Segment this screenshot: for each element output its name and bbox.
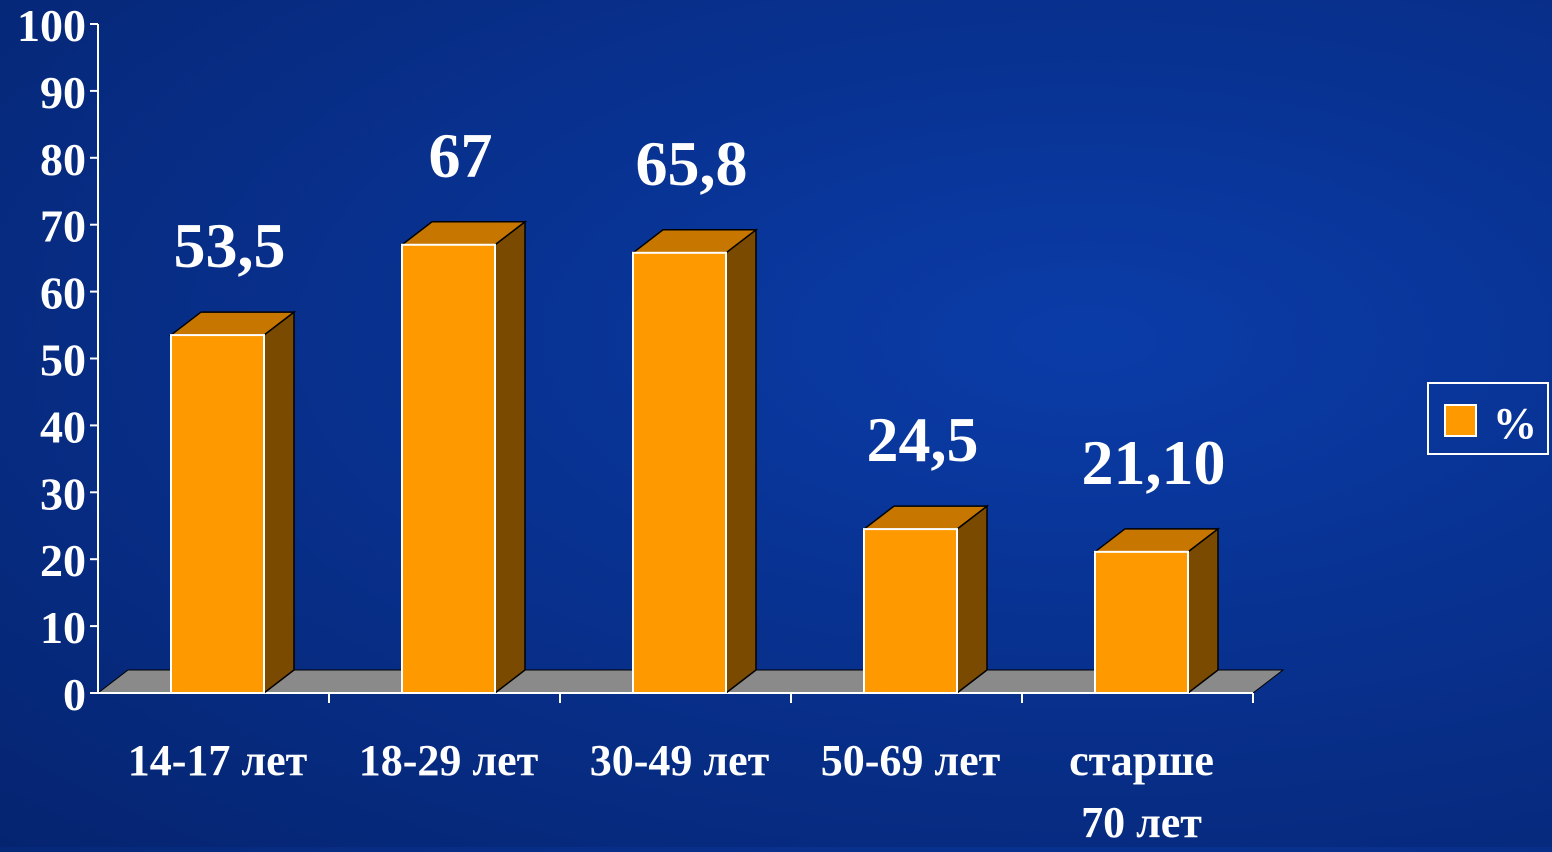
legend: %: [1427, 382, 1549, 455]
bar-side: [1187, 527, 1219, 695]
y-tick-label: 80: [40, 134, 86, 185]
y-tick-label: 40: [40, 401, 86, 452]
x-tick-label-line: старше: [1069, 736, 1214, 785]
x-tick-label: 30-49 лет: [590, 736, 770, 785]
bar: [168, 310, 297, 695]
bar-side: [725, 228, 757, 695]
bar-front: [401, 243, 496, 695]
y-tick-label: 60: [40, 268, 86, 319]
bar-side: [263, 310, 295, 695]
bar: [399, 220, 528, 695]
bar-front: [170, 334, 265, 694]
x-tick-label-line: 14-17 лет: [128, 736, 308, 785]
y-tick-label: 100: [17, 0, 86, 51]
data-label: 24,5: [867, 404, 979, 475]
data-label: 67: [429, 120, 493, 191]
y-tick-label: 30: [40, 468, 86, 519]
x-tick-label: 50-69 лет: [821, 736, 1001, 785]
x-tick-label-line: 30-49 лет: [590, 736, 770, 785]
bar-front: [632, 251, 727, 694]
bar: [1092, 527, 1221, 695]
x-tick-label: 14-17 лет: [128, 736, 308, 785]
y-tick-label: 20: [40, 535, 86, 586]
data-label: 21,10: [1082, 427, 1226, 498]
legend-box: [1427, 382, 1549, 455]
bar-front: [1094, 550, 1189, 694]
data-label: 65,8: [636, 128, 748, 199]
legend-label: %: [1493, 399, 1537, 448]
bar-side: [494, 220, 526, 695]
y-tick-label: 70: [40, 201, 86, 252]
x-tick-label-line: 50-69 лет: [821, 736, 1001, 785]
x-tick-label: 18-29 лет: [359, 736, 539, 785]
x-tick-label-line: 18-29 лет: [359, 736, 539, 785]
y-tick-label: 90: [40, 67, 86, 118]
bar-side: [956, 504, 988, 695]
y-tick-label: 10: [40, 602, 86, 653]
bar: [861, 504, 990, 695]
bar: [630, 228, 759, 695]
legend-swatch: [1444, 404, 1477, 437]
data-label: 53,5: [174, 210, 286, 281]
x-tick-label: старше 70 лет: [1069, 736, 1214, 847]
y-tick-label: 0: [63, 669, 86, 720]
y-tick-label: 50: [40, 335, 86, 386]
x-tick-label-line: 70 лет: [1081, 798, 1202, 847]
bar-front: [863, 528, 958, 694]
